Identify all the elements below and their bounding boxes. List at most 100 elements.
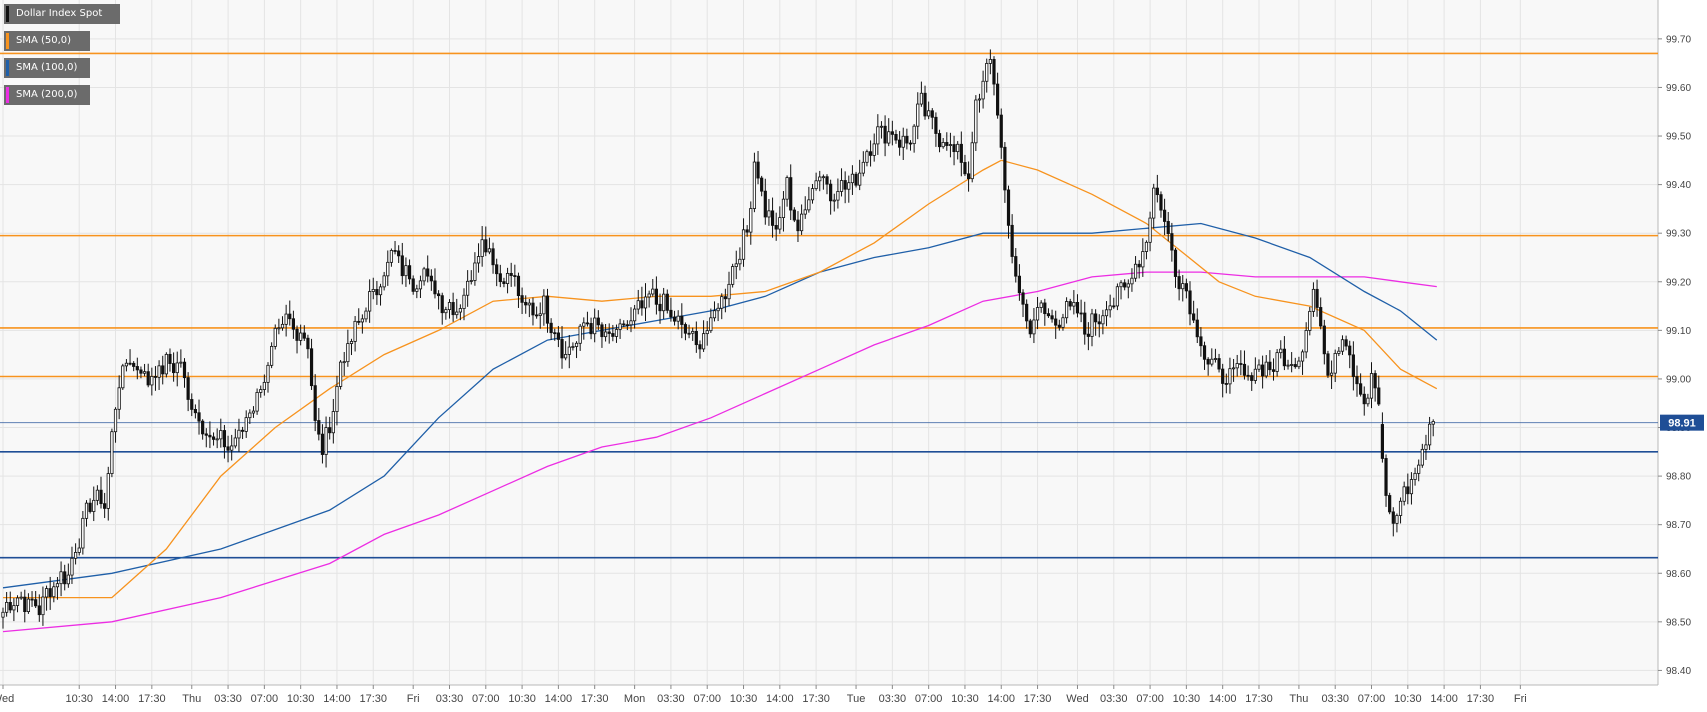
candle-body: [1271, 369, 1276, 372]
candle-body: [208, 434, 212, 438]
candle-body: [1409, 479, 1414, 495]
candle-body: [879, 125, 884, 128]
candle-body: [436, 293, 441, 297]
candle-body: [763, 190, 767, 218]
candle-body: [190, 399, 194, 410]
candle-body: [1006, 189, 1011, 226]
x-tick-label: 14:00: [1209, 693, 1237, 705]
candle-body: [618, 323, 622, 330]
candle-body: [277, 327, 281, 330]
candle-body: [1163, 209, 1167, 222]
candle-body: [273, 327, 277, 347]
candle-body: [215, 438, 219, 441]
x-tick-label: 03:30: [879, 693, 907, 705]
candle-body: [99, 489, 103, 505]
candle-body: [302, 332, 306, 339]
candle-body: [919, 92, 923, 105]
candle-body: [640, 300, 644, 309]
candle-body: [364, 310, 368, 320]
candle-body: [1104, 309, 1109, 317]
candle-body: [1427, 423, 1432, 446]
candle-body: [1333, 353, 1337, 374]
legend-swatch: [6, 6, 9, 22]
legend-item-sma200: SMA (200,0): [4, 85, 90, 105]
candle-body: [346, 343, 350, 363]
x-tick-label: 10:30: [1173, 693, 1201, 705]
candle-body: [1173, 249, 1178, 277]
candle-body: [727, 283, 731, 300]
candle-body: [1199, 336, 1203, 347]
candle-body: [1010, 224, 1014, 257]
candle-body: [756, 161, 760, 179]
candle-body: [574, 342, 579, 347]
candle-body: [70, 557, 74, 576]
candle-body: [734, 263, 738, 267]
candle-body: [335, 385, 339, 412]
candle-body: [1250, 375, 1254, 381]
candle-body: [1348, 345, 1352, 356]
candle-body: [462, 294, 466, 309]
candle-body: [128, 362, 132, 365]
candle-body: [767, 210, 771, 218]
candle-body: [150, 376, 154, 386]
candle-body: [538, 313, 542, 316]
candle-body: [182, 361, 187, 379]
candle-body: [1025, 303, 1029, 322]
candle-body: [593, 317, 597, 335]
candle-body: [1177, 276, 1181, 290]
x-tick-label: 10:30: [65, 693, 93, 705]
candle-body: [473, 262, 477, 281]
candle-body: [1184, 283, 1188, 292]
candle-body: [1413, 472, 1417, 480]
candle-body: [139, 369, 143, 374]
candle-body: [647, 293, 651, 298]
candle-body: [1032, 319, 1036, 335]
candle-body: [251, 410, 256, 414]
x-tick-label: 10:30: [508, 693, 536, 705]
candle-body: [132, 362, 136, 367]
legend-label: SMA (50,0): [16, 35, 72, 46]
candle-body: [342, 361, 346, 364]
candle-body: [429, 275, 433, 282]
candle-body: [1406, 486, 1410, 495]
legend-label: Dollar Index Spot: [16, 8, 103, 19]
candle-body: [839, 180, 844, 192]
candle-body: [113, 408, 118, 433]
candle-body: [611, 333, 615, 337]
candle-body: [1075, 302, 1080, 314]
candle-body: [676, 315, 680, 322]
candle-body: [124, 362, 129, 367]
candle-body: [451, 302, 455, 316]
candle-body: [175, 362, 179, 374]
candle-body: [1261, 364, 1265, 377]
candle-body: [1329, 372, 1334, 376]
candle-body: [774, 224, 778, 230]
candle-body: [378, 286, 383, 296]
candle-body: [1402, 486, 1406, 502]
x-tick-label: Fri: [407, 693, 420, 705]
candle-body: [698, 344, 702, 350]
candle-body: [564, 354, 568, 359]
x-tick-label: 07:00: [915, 693, 943, 705]
candle-body: [146, 371, 150, 386]
candle-body: [1195, 319, 1199, 338]
candle-body: [1133, 263, 1138, 279]
candle-body: [8, 601, 12, 611]
candle-body: [614, 329, 619, 337]
candle-body: [531, 302, 535, 316]
candle-body: [375, 289, 379, 296]
candle-body: [785, 177, 789, 200]
candle-body: [498, 273, 502, 283]
candle-body: [1046, 313, 1051, 317]
candle-body: [843, 180, 847, 190]
legend-swatch: [6, 60, 9, 76]
x-tick-label: 17:30: [1024, 693, 1052, 705]
candle-body: [672, 316, 677, 322]
candle-body: [622, 323, 626, 326]
y-tick-label: 99.10: [1666, 326, 1691, 337]
candle-body: [861, 161, 865, 174]
candle-body: [1210, 358, 1214, 365]
candle-body: [476, 256, 481, 264]
x-tick-label: 10:30: [951, 693, 979, 705]
